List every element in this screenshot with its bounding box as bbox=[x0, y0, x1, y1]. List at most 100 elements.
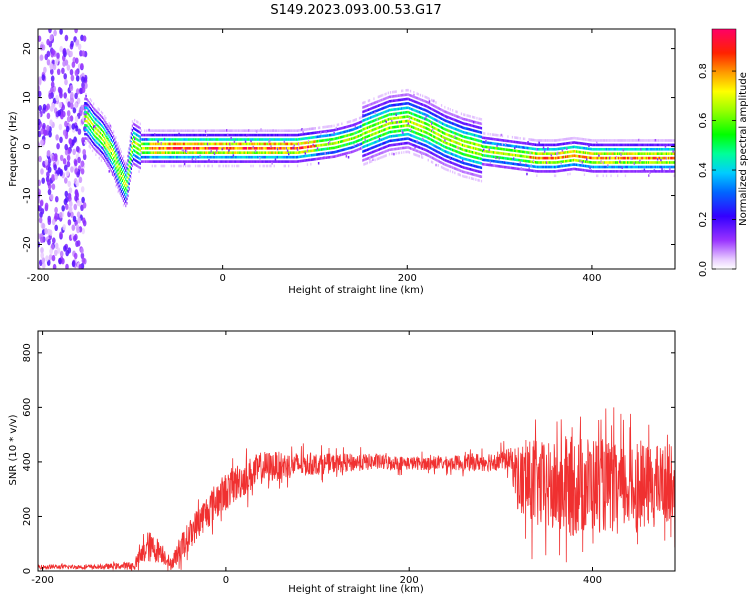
spectrogram-ridge-cell bbox=[430, 138, 433, 142]
spectrogram-ridge-cell bbox=[407, 88, 409, 92]
spectrogram-ridge-cell bbox=[375, 122, 377, 126]
spectrogram-ridge-cell bbox=[550, 152, 552, 155]
spectrogram-ridge-cell bbox=[436, 159, 438, 162]
spectrogram-ridge-cell bbox=[430, 125, 433, 128]
spectrogram-ridge-cell bbox=[363, 149, 365, 153]
spectrogram-ridge-cell bbox=[322, 148, 324, 151]
spectrogram-ridge-cell bbox=[334, 141, 336, 145]
spectrogram-ridge-cell bbox=[488, 163, 490, 167]
spectrogram-ridge-cell bbox=[365, 126, 367, 130]
spectrogram-ridge-cell bbox=[134, 145, 136, 148]
spectrogram-ridge-cell bbox=[272, 160, 274, 163]
spectrogram-ridge-cell bbox=[152, 138, 155, 141]
spectrogram-ridge-cell bbox=[293, 138, 295, 141]
spectrogram-ridge-cell bbox=[562, 164, 564, 168]
spectrogram-ridge-cell bbox=[200, 160, 202, 163]
spectrogram-ridge-cell bbox=[397, 147, 399, 150]
spectrogram-ridge-cell bbox=[159, 133, 161, 137]
spectrogram-ridge-cell bbox=[160, 147, 162, 150]
spectrogram-ridge-cell bbox=[391, 139, 393, 142]
spectrogram-ridge-cell bbox=[265, 138, 268, 141]
spectrogram-ridge-cell bbox=[408, 151, 411, 154]
spectrogram-ridge-cell bbox=[463, 117, 465, 121]
spectrogram-ridge-cell bbox=[428, 150, 430, 154]
spectrogram-ridge-cell bbox=[417, 110, 419, 114]
spectrogram-ridge-cell bbox=[116, 156, 118, 160]
spectrogram-noise-cell bbox=[51, 183, 56, 190]
spectrogram-ridge-cell bbox=[181, 129, 183, 132]
spectrogram-ridge-cell bbox=[457, 159, 459, 163]
spectrogram-ridge-cell bbox=[140, 147, 142, 150]
spectrogram-ridge-cell bbox=[432, 139, 434, 142]
spectrogram-ridge-cell bbox=[409, 103, 412, 106]
spectrogram-ridge-cell bbox=[387, 140, 389, 143]
spectrogram-ridge-cell bbox=[358, 125, 361, 129]
spectrogram-noise-cell bbox=[69, 69, 74, 76]
spectrogram-ridge-cell bbox=[148, 133, 150, 137]
spectrogram-ridge-cell bbox=[130, 167, 132, 170]
spectrogram-ridge-cell bbox=[548, 161, 550, 164]
spectrogram-ridge-cell bbox=[326, 129, 329, 133]
spectrogram-ridge-cell bbox=[569, 159, 571, 162]
spectrogram-ridge-cell bbox=[408, 102, 411, 106]
spectrogram-ridge-cell bbox=[370, 156, 372, 159]
spectrogram-ridge-cell bbox=[299, 129, 301, 132]
spectrogram-ridge-cell bbox=[559, 151, 561, 155]
spectrogram-ridge-cell bbox=[432, 125, 434, 129]
spectrogram-ridge-cell bbox=[107, 151, 109, 154]
spectrogram-ridge-cell bbox=[330, 155, 332, 159]
spectrogram-ridge-cell bbox=[459, 129, 461, 133]
spectrogram-ridge-cell bbox=[157, 129, 159, 132]
spectrogram-ridge-cell bbox=[276, 142, 279, 146]
spectrogram-ridge-cell bbox=[419, 115, 422, 119]
spectrogram-ridge-cell bbox=[327, 134, 330, 137]
spectrogram-ridge-cell bbox=[470, 137, 473, 140]
spectrogram-ridge-cell bbox=[179, 147, 181, 150]
spectrogram-halo-cell bbox=[505, 142, 507, 146]
spectrogram-ridge-cell bbox=[558, 152, 560, 155]
spectrogram-ridge-cell bbox=[405, 119, 407, 123]
spectrogram-ridge-cell bbox=[449, 139, 451, 142]
spectrogram-ridge-cell bbox=[353, 141, 355, 144]
spectrogram-ridge-cell bbox=[389, 99, 392, 103]
spectrogram-ridge-cell bbox=[280, 138, 282, 141]
spectrogram-ridge-cell bbox=[130, 132, 132, 135]
spectrogram-ridge-cell bbox=[110, 147, 112, 151]
spectrogram-ridge-cell bbox=[107, 133, 109, 137]
spectrogram-ridge-cell bbox=[115, 136, 117, 139]
spectrogram-ridge-cell bbox=[516, 158, 518, 162]
spectrogram-ridge-cell bbox=[149, 147, 151, 150]
spectrogram-ridge-cell bbox=[466, 167, 468, 170]
spectrogram-ridge-cell bbox=[189, 164, 191, 168]
spectrogram-ridge-cell bbox=[475, 156, 477, 159]
spectrogram-ridge-cell bbox=[141, 133, 144, 137]
spectrogram-ridge-cell bbox=[465, 144, 467, 148]
spectrogram-ridge-cell bbox=[397, 129, 399, 133]
spectrogram-ridge-cell bbox=[265, 133, 268, 137]
spectrogram-ridge-cell bbox=[170, 138, 172, 141]
spectrogram-ridge-cell bbox=[382, 137, 384, 141]
spectrogram-ridge-cell bbox=[91, 140, 94, 144]
spectrogram-ridge-cell bbox=[311, 127, 313, 130]
spectrogram-ridge-cell bbox=[202, 155, 204, 159]
spectrogram-ridge-cell bbox=[497, 164, 499, 168]
spectrogram-ridge-cell bbox=[469, 132, 471, 136]
spectrogram-ridge-cell bbox=[241, 138, 243, 141]
spectrogram-ridge-cell bbox=[393, 99, 395, 102]
spectrogram-ridge-cell bbox=[470, 177, 473, 180]
spectrogram-ridge-cell bbox=[356, 122, 358, 125]
spectrogram-ridge-cell bbox=[274, 142, 276, 146]
spectrogram-ridge-cell bbox=[115, 184, 117, 188]
spectrogram-ridge-cell bbox=[326, 151, 329, 155]
spectrogram-ridge-cell bbox=[361, 142, 363, 145]
spectrogram-ridge-cell bbox=[139, 122, 141, 126]
spectrogram-halo-cell bbox=[140, 151, 143, 155]
spectrogram-ridge-cell bbox=[262, 160, 264, 163]
spectrogram-ridge-cell bbox=[141, 138, 144, 141]
spectrogram-ridge-cell bbox=[185, 133, 187, 137]
spectrogram-ridge-cell bbox=[396, 99, 398, 102]
spectrogram-ridge-cell bbox=[292, 133, 294, 137]
spectrogram-ridge-cell bbox=[219, 133, 221, 137]
spectrogram-ridge-cell bbox=[132, 131, 135, 134]
spectrogram-ridge-cell bbox=[105, 143, 107, 146]
